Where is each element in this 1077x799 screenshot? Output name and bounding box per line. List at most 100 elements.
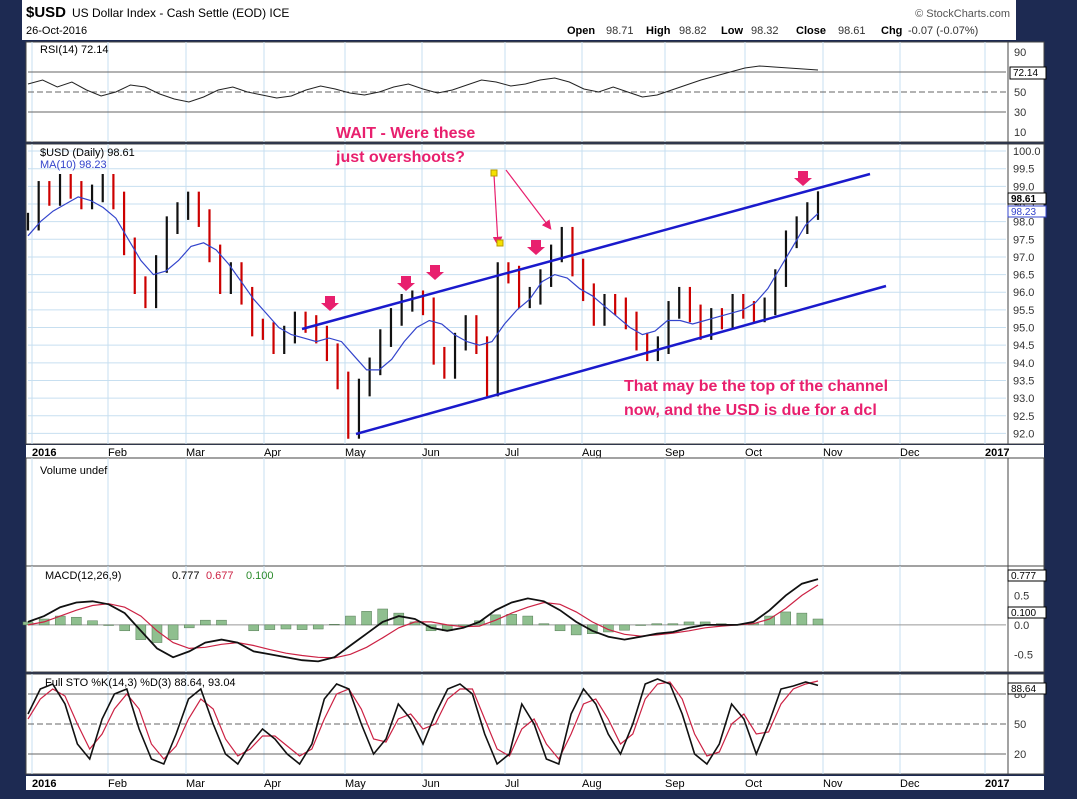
x-tick-Jul: Jul (505, 778, 519, 790)
macd-hist-bar-16 (280, 624, 292, 630)
price-tick-99.5: 99.5 (1013, 164, 1034, 176)
x-tick-2017: 2017 (985, 778, 1009, 790)
price-tick-97.5: 97.5 (1013, 234, 1034, 246)
source-credit: © StockCharts.com (915, 8, 1010, 20)
macd-hist-bar-14 (248, 624, 259, 632)
sto-d-line (27, 680, 819, 761)
x-tick-Feb: Feb (108, 447, 127, 459)
x-tick-Sep: Sep (665, 778, 685, 790)
macd-hist-bar-33 (554, 624, 566, 632)
x-axis-bottom: 2016 Feb Mar Apr May Jun Jul Aug Sep Oct Nov Dec 201… (26, 776, 1044, 790)
macd-hist-bar-21 (361, 611, 372, 626)
x-tick-Aug: Aug (582, 447, 602, 459)
price-tick-95.5: 95.5 (1013, 305, 1034, 317)
macd-hist-bar-20 (345, 615, 356, 626)
volume-title: Volume undef (40, 465, 108, 477)
macd-hist-bar-30 (506, 614, 517, 626)
annotation-top-line1: WAIT - Were these just overshoots? (335, 125, 475, 166)
x-tick-Jun: Jun (422, 447, 440, 459)
open-value: 98.71 (606, 25, 634, 37)
macd-hist-bar-3 (71, 616, 82, 626)
annotation-bottom-line2: now, and the USD is due for a dcl (624, 402, 877, 419)
macd-line (27, 578, 819, 663)
yellow-marker-1 (490, 169, 498, 177)
volume-panel: Volume undef (25, 457, 1045, 567)
price-tick-94.5: 94.5 (1013, 340, 1034, 352)
rsi-tick-90: 90 (1014, 47, 1026, 59)
yellow-marker-2 (496, 239, 504, 247)
signal-line (27, 584, 819, 659)
annotation-bottom-box: That may be the top of the channel now, a… (624, 378, 888, 419)
x-tick-May: May (345, 447, 366, 459)
price-tick-94.0: 94.0 (1013, 358, 1034, 370)
price-tick-100.0: 100.0 (1013, 146, 1041, 158)
macd-hist-bar-18 (312, 624, 324, 630)
macd-hist-bar-49 (812, 618, 824, 626)
down-arrow-marker-3 (527, 240, 545, 255)
x-tick-Oct: Oct (745, 447, 762, 459)
ohlc-readout: Open 98.71 High 98.82 Low 98.32 Close 98… (567, 25, 978, 37)
down-arrow-marker-2 (426, 265, 444, 280)
sto-tick-50: 50 (1014, 719, 1026, 731)
price-last-badge: 98.61 (1011, 194, 1036, 205)
macd-title: MACD(12,26,9) (45, 570, 121, 582)
macd-hist-bar-12 (216, 619, 227, 626)
macd-hist-bar-9 (167, 624, 179, 640)
x-tick-Jun: Jun (422, 778, 440, 790)
channel-top-line (301, 172, 871, 331)
x-tick-Apr: Apr (264, 778, 281, 790)
low-value: 98.32 (751, 25, 779, 37)
symbol-label: $USD (26, 4, 66, 21)
macd-panel: 0.5 0.0 -0.5 MACD(12,26,9) 0.777 0.677 0.1… (22, 565, 1047, 673)
macd-hist-bar-32 (538, 623, 550, 626)
x-tick-2016: 2016 (32, 778, 56, 790)
price-tick-97.0: 97.0 (1013, 252, 1034, 264)
x-tick-Sep: Sep (665, 447, 685, 459)
chg-label: Chg (881, 25, 902, 37)
rsi-title: RSI(14) 72.14 (40, 44, 108, 56)
macd-hist-bar-10 (183, 624, 195, 629)
macd-hist-bar-38 (635, 624, 646, 626)
x-tick-Feb: Feb (108, 778, 127, 790)
high-value: 98.82 (679, 25, 707, 37)
macd-hist-bar-41 (683, 621, 695, 626)
price-panel: 100.099.599.098.598.097.597.096.596.095.… (25, 125, 1047, 445)
down-arrow-marker-1 (397, 276, 415, 291)
price-tick-96.0: 96.0 (1013, 287, 1034, 299)
macd-hist-bar-40 (667, 623, 679, 626)
macd-hist-bar-23 (393, 612, 405, 626)
x-tick-2017: 2017 (985, 447, 1009, 459)
macd-last-badge: 0.777 (1011, 571, 1036, 582)
macd-hist-bar-37 (619, 624, 630, 631)
channel-bottom-line (355, 284, 887, 436)
rsi-line (27, 65, 819, 103)
annotation-top: WAIT - Were these (336, 125, 475, 142)
sto-k-line (27, 678, 819, 766)
macd-hist-bar-6 (119, 624, 130, 632)
x-tick-Dec: Dec (900, 778, 920, 790)
x-tick-Mar: Mar (186, 447, 205, 459)
macd-hist-bar-11 (200, 619, 211, 626)
annotation-bottom: That may be the top of the channel (624, 378, 888, 395)
pointer-arrow-1 (492, 174, 503, 247)
macd-hist-bar-35 (587, 624, 598, 634)
price-tick-92.0: 92.0 (1013, 428, 1034, 440)
rsi-last-badge: 72.14 (1013, 68, 1038, 79)
macd-hist-bar-15 (264, 624, 276, 630)
x-tick-Apr: Apr (264, 447, 281, 459)
x-tick-Jul: Jul (505, 447, 519, 459)
macd-hist-bar-47 (780, 611, 792, 626)
down-arrow-marker-4 (794, 171, 812, 186)
macd-hist-bar-48 (796, 612, 808, 626)
ma-last-badge: 98.23 (1011, 207, 1036, 218)
x-axis-top: 2016 Feb Mar Apr May Jun Jul Aug Sep Oct Nov Dec 201… (26, 445, 1044, 459)
pointer-arrow-2 (505, 169, 552, 230)
macd-value-legend: 0.777 (172, 570, 200, 582)
macd-hist-bar-39 (651, 623, 663, 626)
macd-tick-0.5: 0.5 (1014, 590, 1029, 602)
sto-last-badge: 88.64 (1011, 684, 1036, 695)
macd-tick-0.0: 0.0 (1014, 620, 1029, 632)
